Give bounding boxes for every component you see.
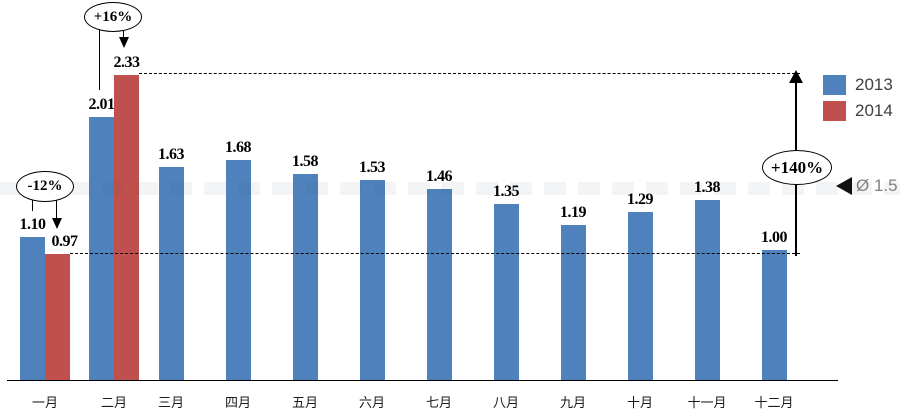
feb-callout-arrowhead-icon [119, 37, 129, 48]
x-axis-line [7, 380, 838, 381]
watermark-band [0, 182, 900, 195]
value-label-2014-m2: 2.33 [113, 54, 141, 72]
value-label-2013-m12: 1.00 [761, 228, 788, 246]
bar-2013-m5 [292, 173, 318, 381]
value-label-2013-m9: 1.19 [560, 203, 587, 221]
bar-2013-m2 [89, 117, 114, 381]
bar-2013-m12 [761, 249, 787, 381]
legend-swatch-2013 [823, 75, 846, 95]
jan-change-callout: -12% [16, 171, 74, 202]
average-marker: Ø 1.5 [836, 176, 898, 196]
jan-callout-connector-line [32, 199, 33, 211]
bar-2013-m1 [20, 236, 45, 381]
bar-2013-m11 [694, 199, 720, 381]
legend: 2013 2014 [823, 75, 893, 127]
x-tick-label-m11: 十一月 [687, 395, 727, 410]
value-label-2013-m3: 1.63 [158, 145, 185, 163]
x-tick-label-m3: 三月 [157, 395, 184, 410]
feb-callout-arrow-line [123, 29, 124, 38]
x-tick-label-m5: 五月 [291, 395, 318, 410]
value-label-2013-m2: 2.01 [88, 96, 116, 114]
x-tick-label-m2: 二月 [100, 395, 127, 410]
bar-2014-m2 [114, 75, 139, 381]
value-label-2013-m6: 1.53 [359, 159, 386, 177]
feb-change-callout: +16% [84, 2, 142, 32]
legend-item-2013: 2013 [823, 75, 893, 95]
bar-2013-m8 [493, 203, 519, 381]
jan-callout-arrow-line [56, 199, 57, 219]
reference-line-high [139, 73, 800, 75]
left-triangle-icon [836, 177, 852, 195]
x-tick-label-m12: 十二月 [754, 395, 794, 410]
value-label-2013-m8: 1.35 [493, 182, 520, 200]
x-tick-label-m4: 四月 [224, 395, 251, 410]
value-label-2013-m5: 1.58 [292, 152, 319, 170]
jan-change-label: -12% [27, 178, 63, 194]
bar-2013-m10 [627, 211, 653, 381]
bar-2014-m1 [45, 253, 70, 381]
bar-2013-m7 [426, 189, 452, 381]
x-tick-label-m10: 十月 [626, 395, 653, 410]
bar-2013-m3 [158, 166, 184, 381]
value-label-2013-m1: 1.10 [19, 215, 47, 233]
value-label-2013-m10: 1.29 [627, 190, 654, 208]
jan-callout-arrowhead-icon [52, 218, 62, 229]
legend-label-2014: 2014 [855, 101, 893, 120]
bar-2013-m6 [359, 180, 385, 381]
range-change-callout: +140% [762, 150, 832, 185]
value-label-2013-m7: 1.46 [426, 168, 453, 186]
value-label-2013-m11: 1.38 [694, 178, 721, 196]
legend-swatch-2014 [823, 101, 846, 121]
reference-line-low [70, 252, 800, 254]
range-arrowhead-icon [789, 70, 803, 83]
feb-change-label: +16% [93, 8, 133, 25]
x-tick-label-m7: 七月 [425, 395, 452, 410]
feb-callout-connector-line [99, 29, 100, 90]
x-tick-label-m1: 一月 [31, 395, 58, 410]
average-label: Ø 1.5 [856, 176, 898, 195]
x-tick-label-m6: 六月 [358, 395, 385, 410]
legend-item-2014: 2014 [823, 101, 893, 121]
range-change-label: +140% [770, 157, 824, 177]
legend-label-2013: 2013 [855, 75, 893, 94]
value-label-2013-m4: 1.68 [225, 139, 252, 157]
bar-2013-m4 [225, 160, 251, 381]
x-tick-label-m8: 八月 [492, 395, 519, 410]
bar-2013-m9 [560, 224, 586, 381]
value-label-2014-m1: 0.97 [51, 232, 79, 250]
x-tick-label-m9: 九月 [559, 395, 586, 410]
